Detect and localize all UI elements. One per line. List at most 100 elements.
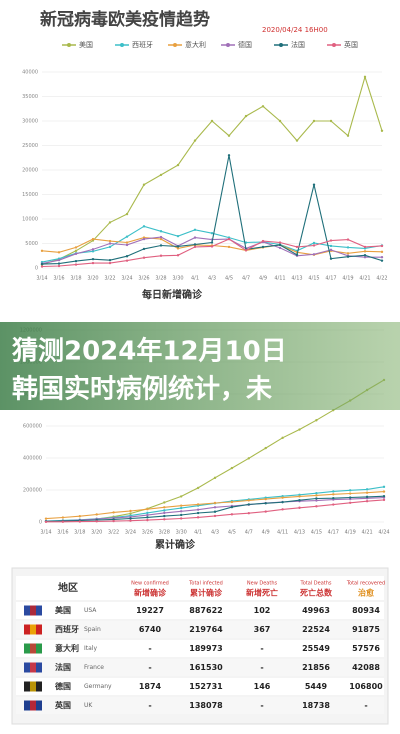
- point: [108, 221, 112, 224]
- x-tick-label: 4/13: [294, 530, 305, 536]
- point: [57, 258, 61, 262]
- point: [281, 500, 284, 504]
- cell: -: [260, 644, 263, 653]
- x-tick-label: 4/11: [277, 530, 288, 536]
- x-tick-label: 4/15: [308, 276, 319, 282]
- x-tick-label: 3/26: [142, 530, 153, 536]
- point: [264, 446, 267, 450]
- point: [247, 457, 250, 460]
- x-tick-label: 4/1: [194, 530, 202, 536]
- point: [125, 235, 129, 238]
- cell-region-en: UK: [84, 702, 93, 709]
- point: [78, 520, 82, 523]
- point: [329, 248, 333, 252]
- point: [125, 212, 129, 216]
- point: [281, 436, 284, 440]
- cell: 219764: [189, 625, 223, 634]
- point: [196, 508, 200, 511]
- point: [193, 245, 197, 249]
- cell-region-zh: 美国: [55, 605, 71, 615]
- point: [227, 154, 231, 157]
- point: [210, 241, 214, 244]
- point: [380, 244, 384, 248]
- point: [95, 513, 98, 516]
- cell: 5449: [305, 682, 328, 691]
- point: [146, 508, 149, 511]
- header-zh: 地区: [58, 581, 78, 594]
- point: [349, 489, 352, 492]
- cell-region-en: France: [84, 664, 104, 671]
- x-tick-label: 3/30: [172, 276, 183, 282]
- point: [298, 495, 301, 498]
- legend-swatch-dot: [120, 43, 124, 47]
- point: [163, 506, 166, 509]
- y-tick-label: 40000: [22, 70, 38, 76]
- cell: 42088: [352, 663, 380, 672]
- point: [278, 241, 282, 244]
- x-tick-label: 4/11: [274, 276, 285, 282]
- point: [108, 245, 112, 249]
- cell: 22524: [302, 625, 330, 634]
- point: [264, 502, 267, 505]
- x-tick-label: 4/7: [245, 530, 253, 536]
- point: [176, 254, 180, 257]
- legend-swatch-dot: [279, 43, 283, 47]
- cell-region-en: Spain: [84, 626, 101, 633]
- flag-stripe: [30, 662, 36, 673]
- chart-caption: 每日新增确诊: [142, 288, 203, 301]
- point: [74, 246, 78, 249]
- point: [332, 503, 335, 506]
- x-tick-label: 4/7: [242, 276, 250, 282]
- point: [146, 516, 149, 519]
- point: [176, 163, 180, 167]
- flag-stripe: [30, 700, 36, 711]
- point: [44, 520, 48, 524]
- x-tick-label: 4/9: [259, 276, 267, 282]
- cell-region-en: Italy: [84, 645, 97, 652]
- point: [163, 501, 166, 504]
- legend-swatch-dot: [332, 43, 336, 47]
- x-tick-label: 3/18: [70, 276, 81, 282]
- point: [129, 512, 132, 515]
- point: [108, 258, 112, 262]
- point: [57, 264, 61, 268]
- point: [44, 517, 48, 520]
- x-tick-label: 3/22: [104, 276, 115, 282]
- point: [365, 495, 369, 499]
- point: [278, 246, 282, 250]
- point: [146, 518, 149, 522]
- point: [380, 129, 384, 132]
- cell-region-zh: 西班牙: [55, 624, 79, 634]
- cell-region-zh: 德国: [55, 681, 71, 691]
- point: [298, 499, 301, 502]
- point: [329, 239, 333, 242]
- point: [159, 235, 163, 239]
- cell: -: [148, 644, 151, 653]
- point: [129, 509, 132, 513]
- point: [129, 519, 132, 522]
- x-tick-label: 3/24: [121, 276, 132, 282]
- point: [196, 503, 200, 506]
- point: [159, 173, 163, 177]
- chart-title: 新冠病毒欧美疫情趋势: [40, 9, 210, 30]
- point: [196, 486, 200, 490]
- point: [332, 493, 335, 496]
- cell: 18738: [302, 701, 330, 710]
- point: [40, 249, 44, 253]
- point: [61, 516, 65, 519]
- point: [329, 257, 333, 260]
- point: [193, 139, 197, 142]
- point: [365, 488, 369, 491]
- point: [281, 508, 284, 511]
- point: [312, 241, 316, 245]
- cell: -: [260, 663, 263, 672]
- cell-region-zh: 意大利: [55, 643, 79, 653]
- point: [129, 517, 132, 520]
- point: [346, 255, 350, 258]
- y-tick-label: 35000: [22, 94, 38, 100]
- point: [363, 75, 367, 79]
- point: [382, 485, 386, 489]
- cell: 49963: [302, 606, 330, 615]
- point: [315, 419, 318, 422]
- cell: 138078: [189, 701, 223, 710]
